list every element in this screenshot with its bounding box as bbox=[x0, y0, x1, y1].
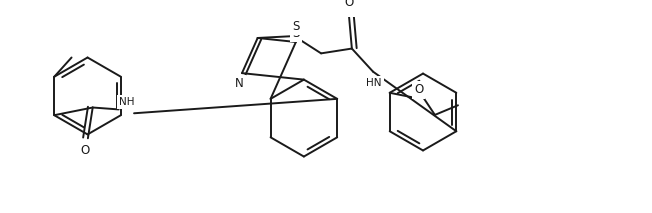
Text: N: N bbox=[235, 77, 243, 90]
Text: HN: HN bbox=[366, 78, 381, 88]
Text: S: S bbox=[292, 20, 300, 33]
Text: O: O bbox=[414, 83, 423, 96]
Text: O: O bbox=[344, 0, 353, 9]
Text: S: S bbox=[292, 27, 299, 40]
Text: NH: NH bbox=[119, 97, 134, 107]
Text: O: O bbox=[80, 144, 89, 157]
